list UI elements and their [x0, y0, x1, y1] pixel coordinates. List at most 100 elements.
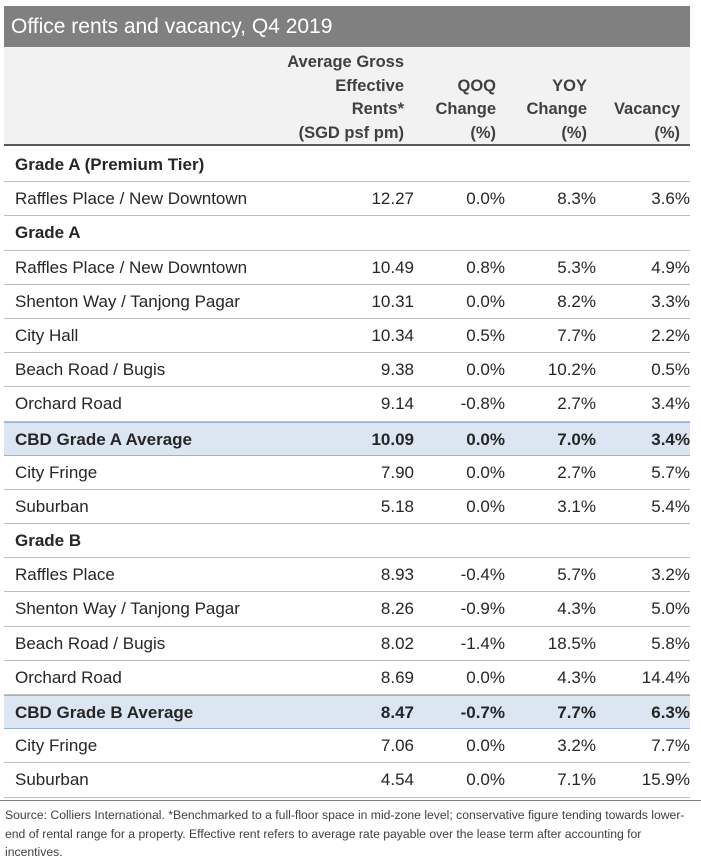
- vacancy-cell: 5.0%: [651, 599, 690, 619]
- row-label: Beach Road / Bugis: [15, 633, 166, 653]
- row-label: Grade A (Premium Tier): [15, 155, 205, 174]
- table-header: Average Gross Effective Rents* (SGD psf …: [4, 47, 690, 146]
- header-yoy-line: Change: [526, 100, 587, 118]
- vacancy-cell: 14.4%: [641, 667, 690, 687]
- table-row: City Fringe 7.06 0.0% 3.2% 7.7%: [4, 729, 690, 764]
- rent-cell: 4.54: [380, 770, 414, 790]
- yoy-cell: 7.1%: [557, 770, 596, 790]
- row-label: Orchard Road: [15, 667, 122, 687]
- row-label: Grade B: [15, 531, 82, 551]
- yoy-cell: 8.2%: [557, 291, 596, 311]
- qoq-cell: -0.4%: [460, 565, 505, 585]
- header-vacancy-line: (%): [654, 123, 680, 142]
- rent-cell: 8.93: [380, 565, 414, 585]
- qoq-cell: 0.0%: [466, 429, 505, 449]
- yoy-cell: 2.7%: [557, 462, 596, 482]
- qoq-cell: 0.0%: [466, 736, 505, 756]
- section-header-row: Grade A: [4, 216, 690, 251]
- table-row: Raffles Place / New Downtown 12.27 0.0% 8.3…: [4, 182, 690, 217]
- row-label: Suburban: [15, 496, 89, 516]
- header-rent-line: (SGD psf pm): [298, 123, 404, 142]
- vacancy-cell: 5.7%: [651, 462, 690, 482]
- table-row: Beach Road / Bugis 8.02 -1.4% 18.5% 5.8%: [4, 627, 690, 661]
- vacancy-cell: 3.3%: [651, 291, 690, 311]
- header-rent-line: Effective: [335, 76, 404, 95]
- row-label: Grade A: [15, 223, 81, 243]
- yoy-cell: 4.3%: [557, 599, 596, 619]
- qoq-cell: 0.0%: [466, 360, 505, 380]
- vacancy-cell: 0.5%: [651, 360, 690, 380]
- row-label: Beach Road / Bugis: [15, 360, 166, 380]
- rent-cell: 10.34: [371, 325, 414, 345]
- yoy-cell: 5.3%: [557, 257, 596, 277]
- row-label: Orchard Road: [15, 394, 122, 414]
- qoq-cell: -1.4%: [460, 633, 505, 653]
- yoy-cell: 3.2%: [557, 736, 596, 756]
- footnote: Source: Colliers International. *Benchma…: [5, 808, 685, 859]
- header-rent: Average Gross Effective Rents* (SGD psf …: [287, 51, 404, 145]
- qoq-cell: 0.0%: [466, 770, 505, 790]
- yoy-cell: 7.0%: [557, 429, 596, 449]
- yoy-cell: 3.1%: [557, 496, 596, 516]
- row-label: City Hall: [15, 325, 79, 345]
- table-row: Shenton Way / Tanjong Pagar 8.26 -0.9% 4.3%…: [4, 592, 690, 627]
- rent-cell: 10.09: [371, 429, 414, 449]
- qoq-cell: 0.0%: [466, 667, 505, 687]
- row-label: CBD Grade A Average: [15, 429, 192, 449]
- rent-cell: 5.18: [380, 496, 414, 516]
- header-qoq-line: (%): [470, 123, 496, 142]
- header-yoy: YOY Change (%): [526, 75, 587, 146]
- average-row: CBD Grade B Average 8.47 -0.7% 7.7% 6.3%: [4, 695, 690, 730]
- vacancy-cell: 3.2%: [651, 565, 690, 585]
- section-header-row: Grade B: [4, 524, 690, 559]
- header-yoy-line: (%): [561, 123, 587, 142]
- yoy-cell: 5.7%: [557, 565, 596, 585]
- qoq-cell: 0.0%: [466, 291, 505, 311]
- yoy-cell: 10.2%: [547, 360, 596, 380]
- yoy-cell: 2.7%: [557, 394, 596, 414]
- header-qoq-line: QOQ: [457, 76, 496, 95]
- row-label: Shenton Way / Tanjong Pagar: [15, 291, 240, 311]
- table-row: City Hall 10.34 0.5% 7.7% 2.2%: [4, 319, 690, 354]
- row-label: Shenton Way / Tanjong Pagar: [15, 599, 240, 619]
- vacancy-cell: 5.8%: [651, 633, 690, 653]
- row-label: Raffles Place / New Downtown: [15, 257, 248, 277]
- rent-cell: 12.27: [371, 189, 414, 209]
- rent-cell: 7.90: [380, 462, 414, 482]
- qoq-cell: -0.9%: [460, 599, 505, 619]
- rent-cell: 9.14: [380, 394, 414, 414]
- rent-cell: 9.38: [380, 360, 414, 380]
- qoq-cell: -0.8%: [460, 394, 505, 414]
- header-yoy-line: YOY: [552, 76, 587, 95]
- rent-cell: 7.06: [380, 736, 414, 756]
- qoq-cell: 0.5%: [466, 325, 505, 345]
- vacancy-cell: 5.4%: [651, 496, 690, 516]
- rent-cell: 8.69: [380, 667, 414, 687]
- header-vacancy-line: Vacancy: [613, 100, 680, 118]
- header-rent-line: Rents*: [351, 100, 404, 118]
- table-row: Shenton Way / Tanjong Pagar 10.31 0.0% 8.2%…: [4, 285, 690, 319]
- row-label: City Fringe: [15, 462, 98, 482]
- header-qoq: QOQ Change (%): [435, 75, 496, 146]
- table-row: Raffles Place / New Downtown 10.49 0.8% 5.3…: [4, 251, 690, 285]
- table-row: Suburban 4.54 0.0% 7.1% 15.9%: [4, 763, 690, 798]
- vacancy-cell: 3.4%: [651, 394, 690, 414]
- rent-cell: 10.31: [371, 291, 414, 311]
- section-header-row: Grade A (Premium Tier): [4, 148, 690, 183]
- table-title: Office rents and vacancy, Q4 2019: [4, 6, 690, 47]
- header-rent-line: Average Gross: [287, 53, 404, 71]
- yoy-cell: 8.3%: [557, 189, 596, 209]
- qoq-cell: -0.7%: [460, 703, 505, 722]
- table-row: Beach Road / Bugis 9.38 0.0% 10.2% 0.5%: [4, 353, 690, 388]
- header-vacancy: Vacancy (%): [614, 98, 680, 145]
- vacancy-cell: 4.9%: [651, 257, 690, 277]
- table-body: Grade A (Premium Tier) Raffles Place / Ne…: [4, 148, 690, 798]
- table-row: Suburban 5.18 0.0% 3.1% 5.4%: [4, 490, 690, 525]
- header-qoq-line: Change: [435, 100, 496, 118]
- yoy-cell: 7.7%: [557, 703, 596, 722]
- vacancy-cell: 15.9%: [641, 770, 690, 790]
- table-row: Orchard Road 8.69 0.0% 4.3% 14.4%: [4, 661, 690, 695]
- vacancy-cell: 3.6%: [651, 189, 690, 209]
- row-label: City Fringe: [15, 736, 98, 756]
- row-label: Raffles Place: [15, 565, 115, 585]
